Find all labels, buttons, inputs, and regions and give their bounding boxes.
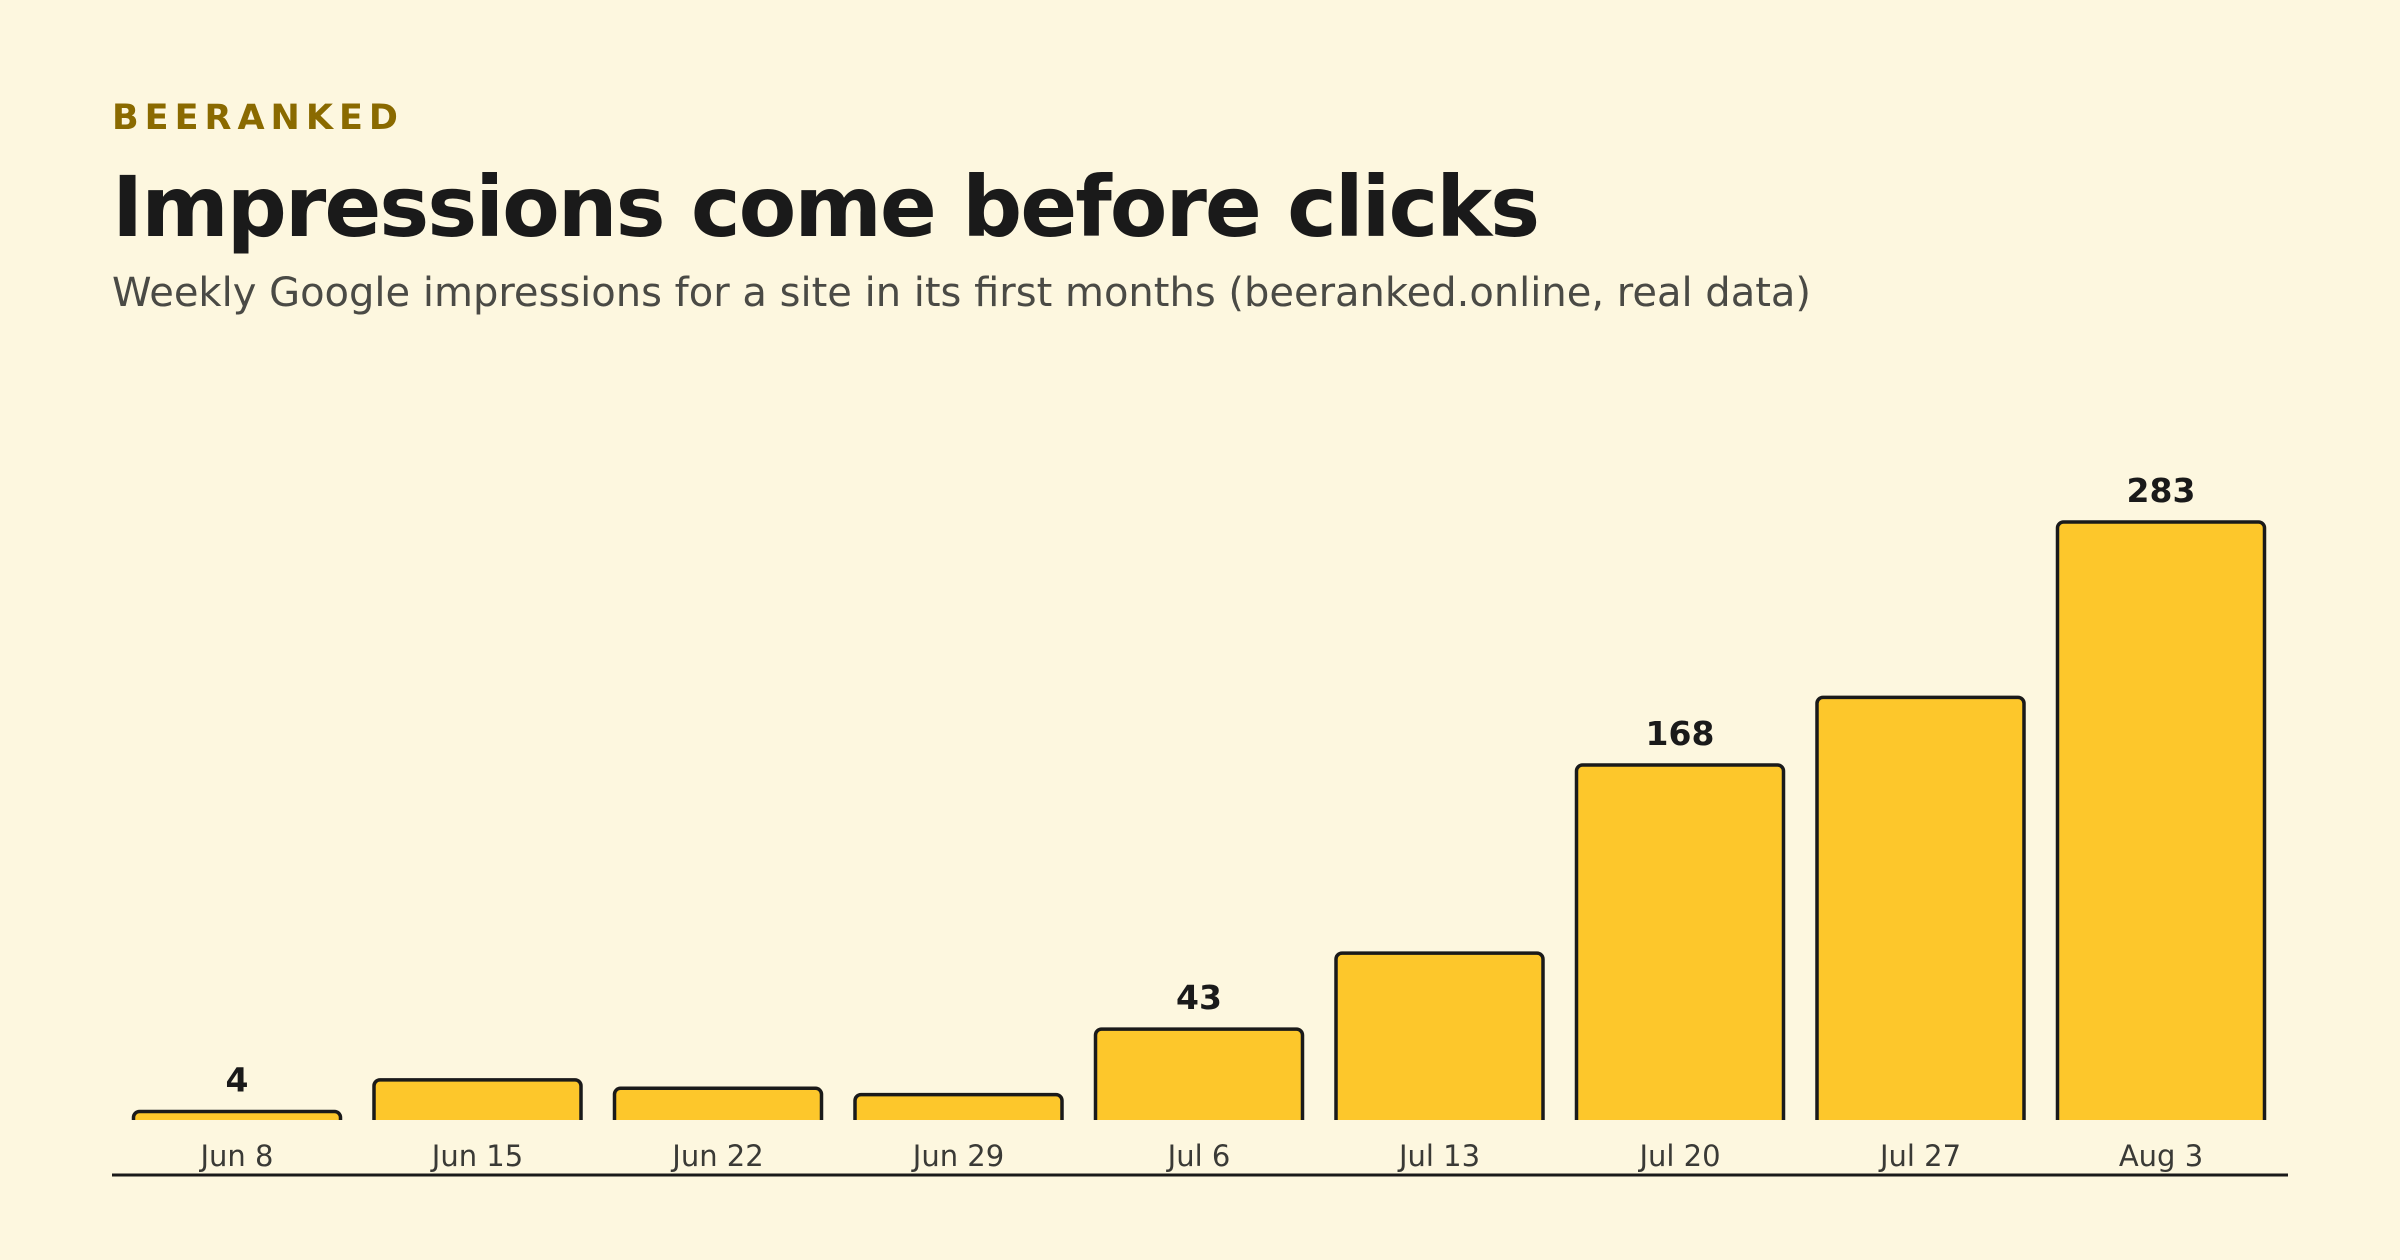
x-tick-label: Jul 27 — [1878, 1139, 1961, 1173]
x-tick-label: Jul 6 — [1166, 1139, 1231, 1173]
bar-aug-3 — [2055, 520, 2267, 1130]
bar-jul-6 — [1093, 1027, 1305, 1130]
x-tick-label: Jun 29 — [911, 1139, 1004, 1173]
brand-label: BEERANKED — [112, 98, 404, 138]
x-tick-label: Aug 3 — [2119, 1139, 2203, 1173]
x-tick-label: Jul 13 — [1397, 1139, 1480, 1173]
data-label: 168 — [1646, 714, 1715, 753]
bar-jul-13 — [1334, 951, 1545, 1130]
bars-group — [100, 520, 2300, 1132]
data-label: 4 — [226, 1061, 249, 1100]
x-axis-tick-labels: Jun 8 Jun 15 Jun 22 Jun 29 Jul 6 Jul 13 Jul 20… — [199, 1139, 2204, 1173]
data-label: 283 — [2127, 471, 2196, 510]
chart-subtitle: Weekly Google impressions for a site in … — [112, 270, 1812, 316]
data-label: 43 — [1176, 978, 1222, 1017]
bar-jul-20 — [1574, 763, 1786, 1130]
x-tick-label: Jun 15 — [430, 1139, 523, 1173]
bar-jul-27 — [1815, 695, 2026, 1130]
x-tick-label: Jul 20 — [1637, 1139, 1720, 1173]
x-tick-label: Jun 8 — [199, 1139, 274, 1173]
chart-title: Impressions come before clicks — [112, 158, 1540, 256]
baseline-cover — [100, 1120, 2300, 1132]
data-labels: 4 43 168 283 — [226, 471, 2196, 1100]
x-tick-label: Jun 22 — [670, 1139, 763, 1173]
